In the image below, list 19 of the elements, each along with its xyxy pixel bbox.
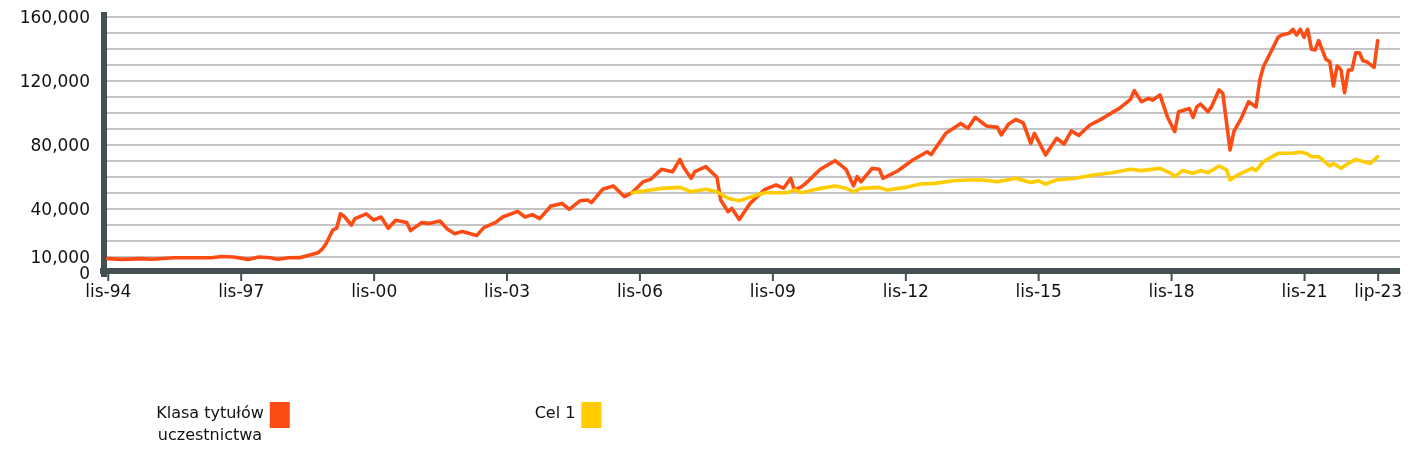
x-tick-label: lip-23 [1354, 281, 1403, 302]
y-tick-label: 120,000 [19, 70, 90, 91]
line-series [105, 27, 1380, 262]
x-tick-label: lis-09 [749, 281, 796, 302]
x-tick-label: lis-94 [85, 281, 132, 302]
y-tick-label: 40,000 [30, 198, 90, 219]
x-tick-label: lis-12 [882, 281, 929, 302]
legend-label: Cel 1 [534, 403, 576, 422]
legend-label: Klasa tytułów uczestnictwa [156, 403, 264, 444]
x-tick-label: lis-06 [616, 281, 663, 302]
y-tick-label: 160,000 [19, 6, 90, 27]
x-tick-label: lis-15 [1015, 281, 1062, 302]
line-series [630, 150, 1380, 203]
x-tick-label: lis-97 [218, 281, 265, 302]
y-tick-label: 80,000 [30, 134, 90, 155]
x-tick-label: lis-00 [351, 281, 398, 302]
x-tick-label: lis-03 [483, 281, 531, 302]
x-tick-label: lis-21 [1281, 281, 1328, 302]
x-tick-label: lis-18 [1148, 281, 1195, 302]
